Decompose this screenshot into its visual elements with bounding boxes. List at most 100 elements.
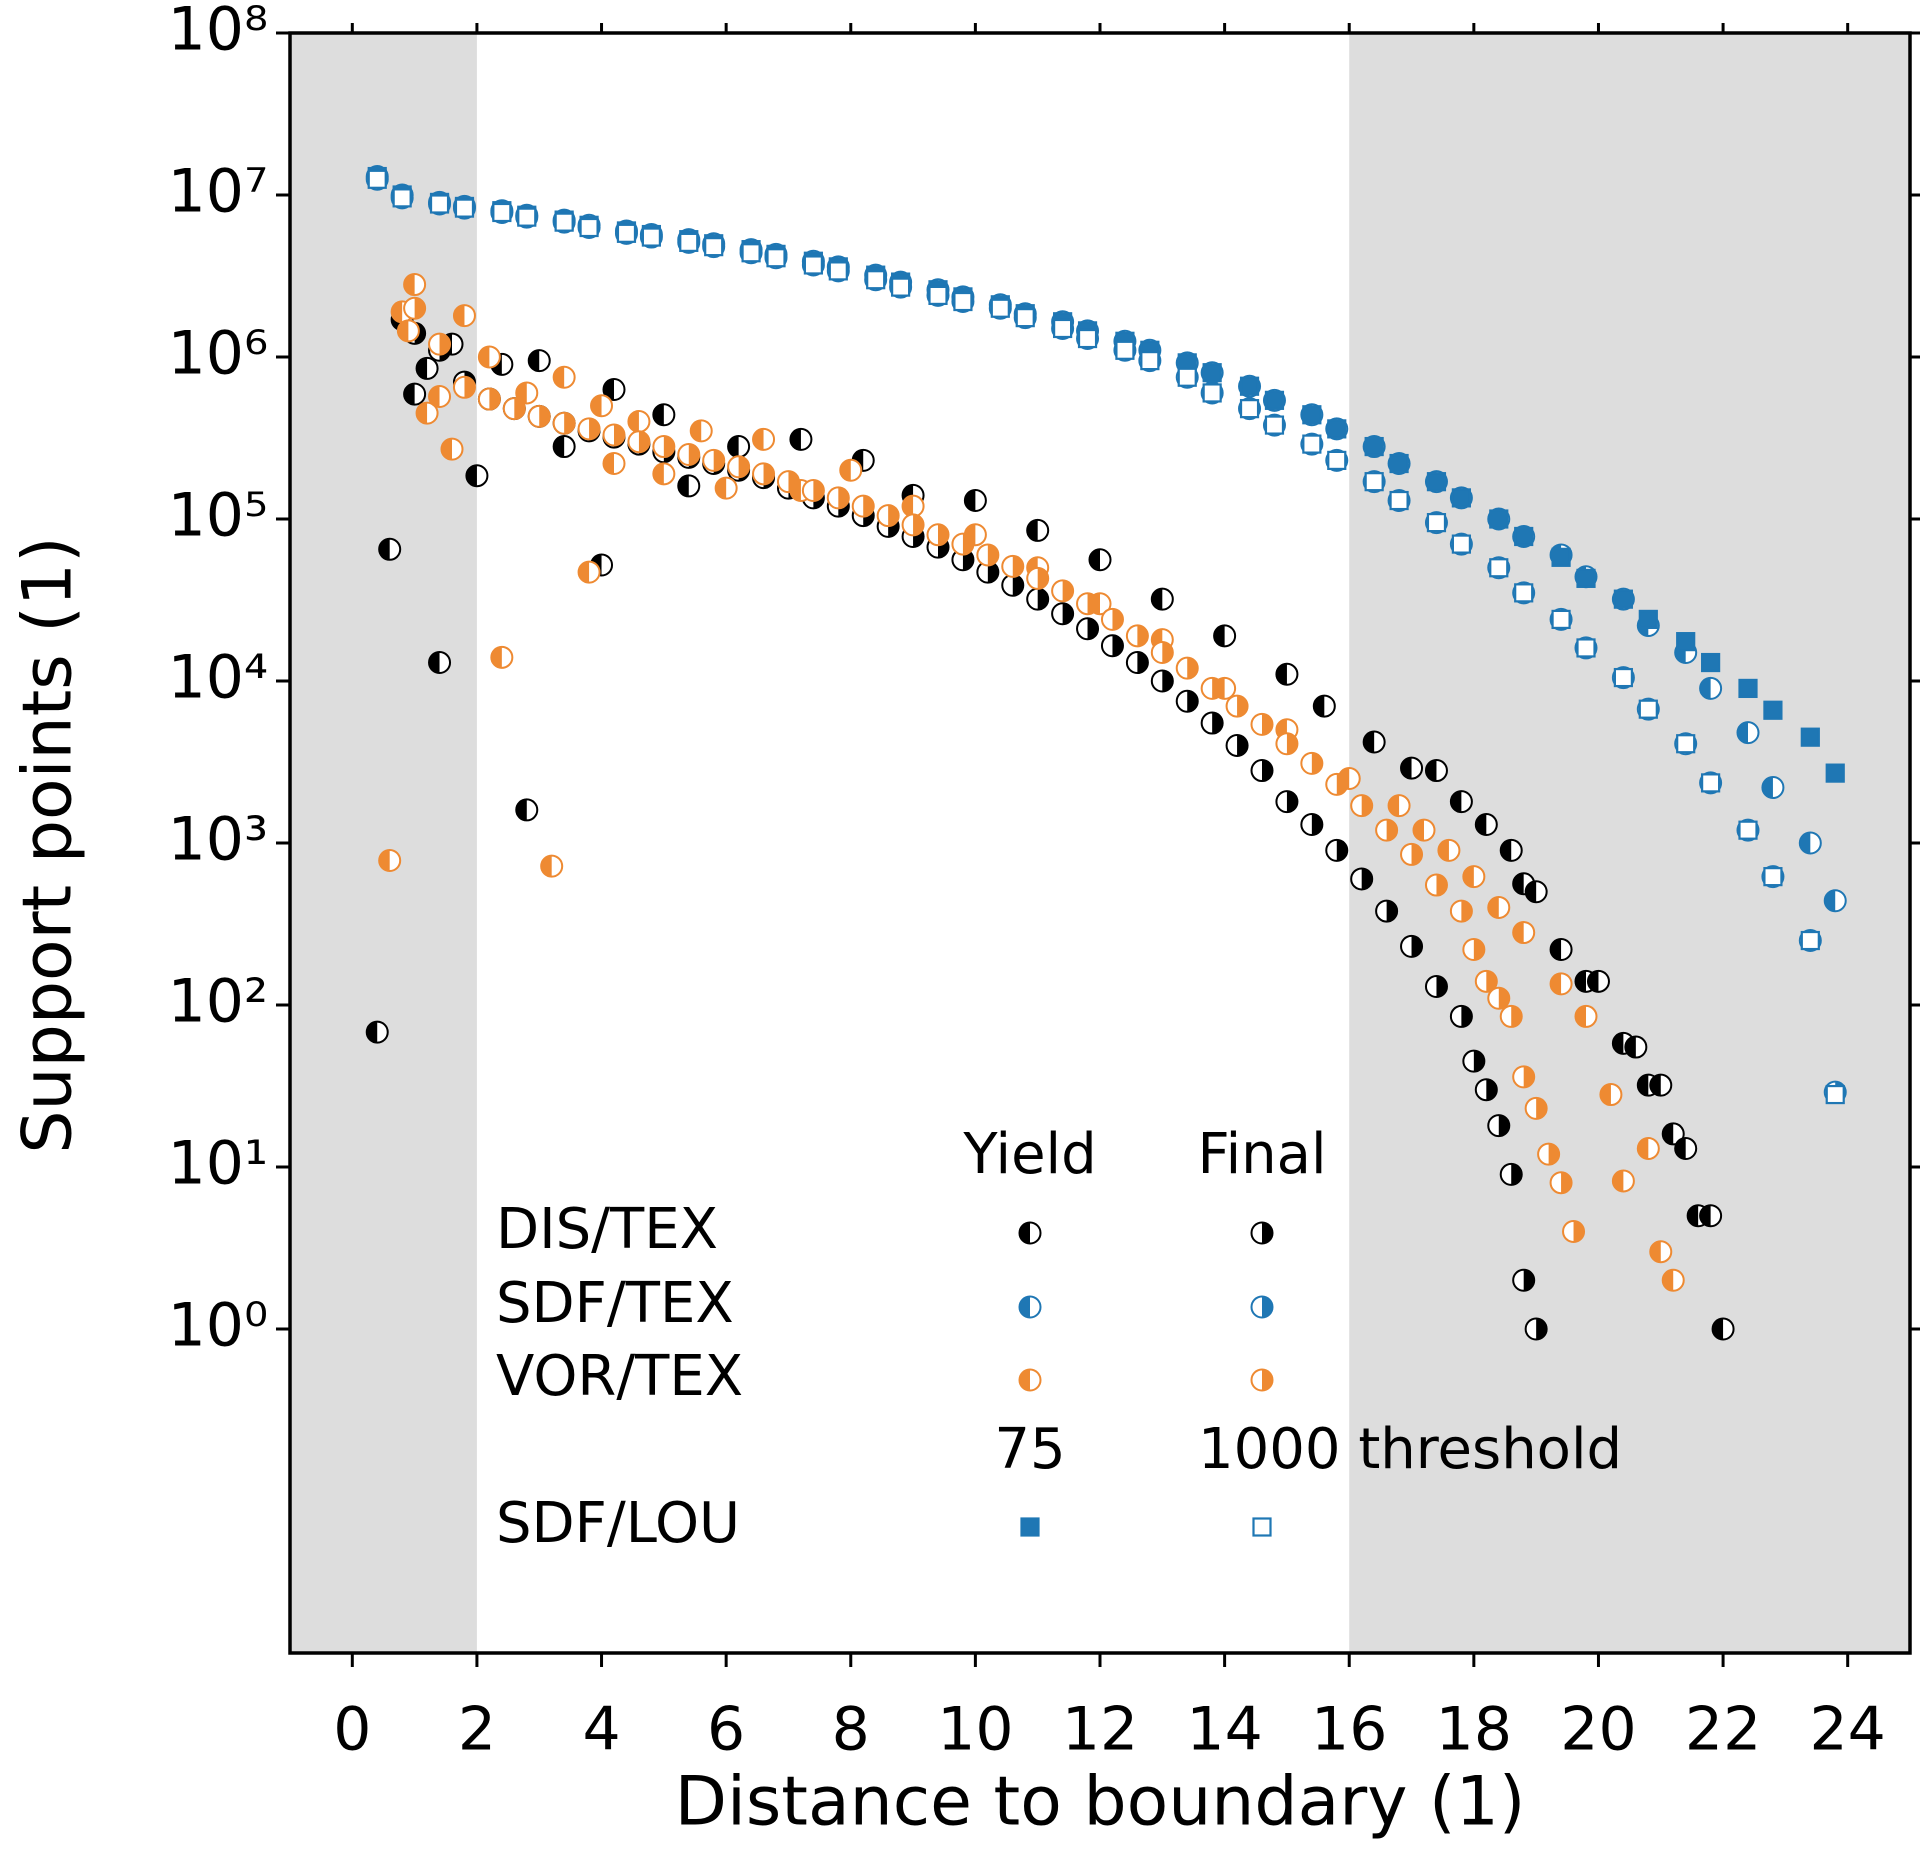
circle-marker — [577, 417, 601, 441]
legend-label: SDF/TEX — [496, 1271, 734, 1336]
circle-marker — [1026, 518, 1050, 542]
circle-marker — [1100, 607, 1124, 631]
circle-half — [1311, 752, 1323, 774]
circle-half — [753, 428, 764, 450]
circle-marker — [1512, 1268, 1536, 1292]
square-shape — [616, 223, 637, 243]
square-shape — [1327, 419, 1347, 439]
circle-half — [1137, 625, 1148, 647]
square-shape — [492, 202, 512, 223]
circle-half — [1548, 1143, 1560, 1165]
square-shape — [367, 169, 387, 189]
circle-half — [429, 652, 440, 674]
circle-half — [1012, 574, 1024, 596]
circle-half — [1498, 1115, 1510, 1137]
circle-half — [1511, 1005, 1522, 1027]
circle-half — [404, 274, 415, 296]
circle-half — [1675, 1138, 1686, 1160]
circle-marker — [727, 455, 751, 479]
circle-half — [1262, 1369, 1273, 1391]
square-marker — [766, 248, 786, 268]
circle-half — [1473, 1050, 1485, 1072]
square-marker — [1202, 383, 1222, 403]
square-shape — [828, 261, 848, 281]
circle-half — [1511, 1163, 1522, 1185]
square-shape — [1676, 632, 1696, 652]
square-shape — [1053, 318, 1073, 339]
circle-marker — [826, 486, 850, 510]
circle-half — [1486, 970, 1497, 992]
circle-marker — [1574, 1004, 1598, 1028]
square-shape — [766, 248, 786, 268]
circle-marker — [1225, 694, 1249, 718]
square-shape — [1489, 509, 1509, 529]
circle-marker — [1424, 975, 1448, 999]
circle-marker — [365, 1020, 389, 1044]
circle-marker — [1649, 1240, 1673, 1264]
square-shape — [1576, 638, 1596, 658]
circle-marker — [1462, 1049, 1486, 1073]
circle-marker — [839, 458, 863, 482]
square-shape — [1389, 453, 1409, 474]
circle-half — [1500, 839, 1512, 861]
y-tick-label: 10⁴ — [168, 643, 268, 713]
circle-marker — [552, 365, 576, 389]
circle-marker — [1549, 938, 1573, 962]
square-marker — [1763, 700, 1783, 720]
circle-marker — [1026, 587, 1050, 611]
square-shape — [579, 217, 599, 238]
circle-half — [1112, 635, 1123, 657]
circle-half — [1336, 773, 1348, 795]
square-marker — [1364, 472, 1384, 492]
circle-half — [713, 449, 725, 471]
square-shape — [1451, 534, 1471, 554]
circle-half — [489, 388, 500, 410]
y-tick-label: 10⁷ — [168, 157, 268, 227]
circle-half — [1237, 734, 1248, 756]
square-marker — [1576, 568, 1596, 588]
square-marker — [828, 261, 848, 281]
circle-marker — [540, 854, 564, 878]
circle-marker — [1250, 759, 1274, 783]
square-shape — [1701, 652, 1721, 673]
circle-marker — [1424, 759, 1448, 783]
square-shape — [1239, 399, 1260, 419]
square-shape — [454, 198, 475, 218]
circle-half — [464, 376, 475, 398]
square-marker — [1489, 558, 1509, 578]
square-marker — [1053, 318, 1073, 339]
square-marker — [1551, 609, 1571, 630]
circle-half — [1087, 618, 1099, 640]
circle-half — [1700, 677, 1711, 699]
circle-half — [1513, 922, 1524, 944]
circle-marker — [727, 435, 751, 459]
circle-half — [1262, 760, 1273, 782]
circle-half — [453, 305, 465, 327]
circle-marker — [577, 560, 601, 584]
circle-half — [416, 402, 428, 424]
circle-half — [1799, 832, 1811, 854]
square-shape — [1489, 558, 1509, 578]
circle-marker — [1375, 818, 1399, 842]
circle-half — [813, 479, 824, 501]
circle-marker — [527, 349, 551, 373]
circle-marker — [1711, 1317, 1735, 1341]
circle-half — [1237, 695, 1248, 717]
circle-half — [1262, 1222, 1273, 1244]
circle-half — [1363, 731, 1375, 753]
circle-marker — [776, 470, 800, 494]
circle-marker — [490, 645, 514, 669]
circle-half — [1461, 1005, 1472, 1027]
circle-half — [591, 395, 602, 417]
circle-half — [379, 538, 390, 560]
x-tick-label: 6 — [707, 1695, 745, 1765]
circle-half — [1401, 757, 1412, 779]
square-shape — [1514, 583, 1534, 603]
circle-marker — [677, 443, 701, 467]
circle-half — [1438, 839, 1449, 861]
square-marker — [1576, 638, 1596, 658]
circle-marker — [1088, 548, 1112, 572]
circle-half — [715, 477, 727, 499]
